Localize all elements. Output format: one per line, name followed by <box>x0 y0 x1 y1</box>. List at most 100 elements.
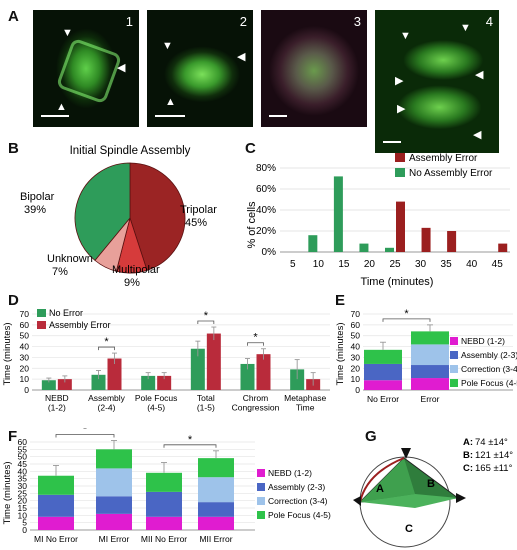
legend-label-no-assembly-error: No Assembly Error <box>409 168 493 179</box>
x-tick-label: No Error <box>367 394 399 404</box>
legend-swatch-assembly-error <box>395 153 405 162</box>
x-tick-label: 45 <box>492 259 504 270</box>
slice-label-bipolar: Bipolar <box>20 191 55 203</box>
legend-swatch-assembly-error <box>37 321 46 329</box>
legend-swatch <box>257 511 265 519</box>
y-tick-label: 15 <box>18 503 28 513</box>
angle-arc-a <box>359 457 405 503</box>
micrograph-4: 4 ▼ ▼ ▶ ◀ ▶ ◀ <box>375 10 499 153</box>
timing-histogram-chart: 0% 20% 40% 60% 80% 5 10 15 20 25 30 35 40 45 % of cel… <box>246 153 510 288</box>
bar-assembly-error <box>498 243 508 252</box>
slice-label-multipolar: Multipolar <box>112 264 160 276</box>
segment-nebd <box>38 516 74 530</box>
micrograph-number: 4 <box>485 14 493 29</box>
x-tick-label: Assembly <box>88 393 126 403</box>
panel-b-letter: B <box>8 140 19 157</box>
x-tick-label: 40 <box>466 259 478 270</box>
significance-bracket <box>382 318 431 322</box>
x-tick-label: Pole Focus <box>135 393 178 403</box>
y-tick-label: 60% <box>256 184 276 195</box>
y-tick-label: 50 <box>351 331 361 341</box>
y-tick-label: 30 <box>20 352 30 362</box>
panel-a-letter: A <box>8 8 19 25</box>
segment-nebd <box>198 516 234 530</box>
pie-slice-tripolar <box>129 162 186 271</box>
segment-correction <box>96 468 132 497</box>
bar-assembly-error <box>157 375 172 390</box>
y-tick-label: 45 <box>18 459 28 469</box>
x-tick-label: 25 <box>389 259 401 270</box>
angle-value-b: 121 ±14° <box>475 450 513 461</box>
x-tick-label: Metaphase <box>284 393 326 403</box>
y-tick-label: 40% <box>256 205 276 216</box>
y-tick-label: 0 <box>24 385 29 395</box>
scale-bar <box>383 141 401 143</box>
pole-marker-icon <box>401 448 411 459</box>
bar-no-error <box>290 369 305 390</box>
y-tick-label: 20 <box>351 363 361 373</box>
spindle-triangle-lower <box>360 494 458 508</box>
micrograph-number: 2 <box>239 14 247 29</box>
scale-bar <box>155 115 185 117</box>
angle-diagram: A B C A: 74 ±14° B: 121 ±14° C: 165 ±11° <box>353 437 513 548</box>
x-tick-label: MI No Error <box>34 534 78 544</box>
y-axis-label: Time (minutes) <box>335 323 346 386</box>
slice-pct-multipolar: 9% <box>124 277 140 289</box>
y-tick-label: 0 <box>22 525 27 535</box>
panel-g-letter: G <box>365 428 377 445</box>
x-tick-label: 10 <box>313 259 325 270</box>
panel-c-letter: C <box>245 140 256 157</box>
significance-bracket <box>98 346 115 351</box>
legend-swatch-no-error <box>37 309 46 317</box>
y-tick-label: 0% <box>262 247 277 258</box>
x-tick-label: Chrom <box>243 393 269 403</box>
y-tick-label: 60 <box>18 437 28 447</box>
y-tick-label: 40 <box>18 466 28 476</box>
legend-swatch <box>450 337 458 345</box>
legend-label-assembly-error: Assembly Error <box>49 320 111 330</box>
segment-pole <box>198 458 234 478</box>
angle-label-a: A: <box>463 437 473 448</box>
bar-no-error <box>91 374 106 390</box>
segment-nebd <box>411 378 449 390</box>
arrowhead-icon: ▼ <box>62 27 73 39</box>
angle-value-a: 74 ±14° <box>475 437 508 448</box>
slice-label-unknown: Unknown <box>47 253 93 265</box>
segment-nebd <box>364 380 402 390</box>
arrowhead-icon: ◀ <box>473 129 482 141</box>
arrowhead-icon: ▲ <box>56 101 67 113</box>
y-axis-label: Time (minutes) <box>2 462 13 525</box>
spindle-assembly-pie-chart: Initial Spindle Assembly Tripolar 45% Mu… <box>20 145 217 289</box>
legend-label: Pole Focus (4-5) <box>461 378 517 388</box>
x-tick-label: (1-5) <box>197 403 215 413</box>
segment-correction <box>411 344 449 366</box>
region-label-a: A <box>376 483 384 495</box>
arrowhead-icon: ▼ <box>400 30 411 42</box>
bar-assembly-error <box>57 379 72 390</box>
significance-bracket <box>55 434 115 438</box>
x-tick-label: 5 <box>290 259 296 270</box>
arrowhead-icon: ▼ <box>460 22 471 34</box>
y-tick-label: 55 <box>18 444 28 454</box>
legend-label: Assembly (2-3) <box>461 350 517 360</box>
panel-d-letter: D <box>8 292 19 309</box>
legend-swatch <box>450 379 458 387</box>
y-tick-label: 20 <box>18 496 28 506</box>
bar-no-assembly-error <box>385 247 394 252</box>
x-tick-label: 20 <box>364 259 376 270</box>
bar-no-error <box>190 348 205 390</box>
arrowhead-icon: ▶ <box>397 103 406 115</box>
scale-bar <box>269 115 287 117</box>
x-axis-label: Time (minutes) <box>361 276 434 288</box>
y-tick-label: 0 <box>355 385 360 395</box>
slice-label-tripolar: Tripolar <box>180 204 217 216</box>
bar-no-error <box>240 363 255 390</box>
legend-label: NEBD (1-2) <box>461 336 505 346</box>
significance-mark: * <box>404 308 409 320</box>
significance-bracket <box>247 342 264 346</box>
panel-e-letter: E <box>335 292 346 309</box>
segment-pole <box>96 449 132 469</box>
segment-pole <box>146 472 182 492</box>
y-tick-label: 70 <box>351 309 361 319</box>
